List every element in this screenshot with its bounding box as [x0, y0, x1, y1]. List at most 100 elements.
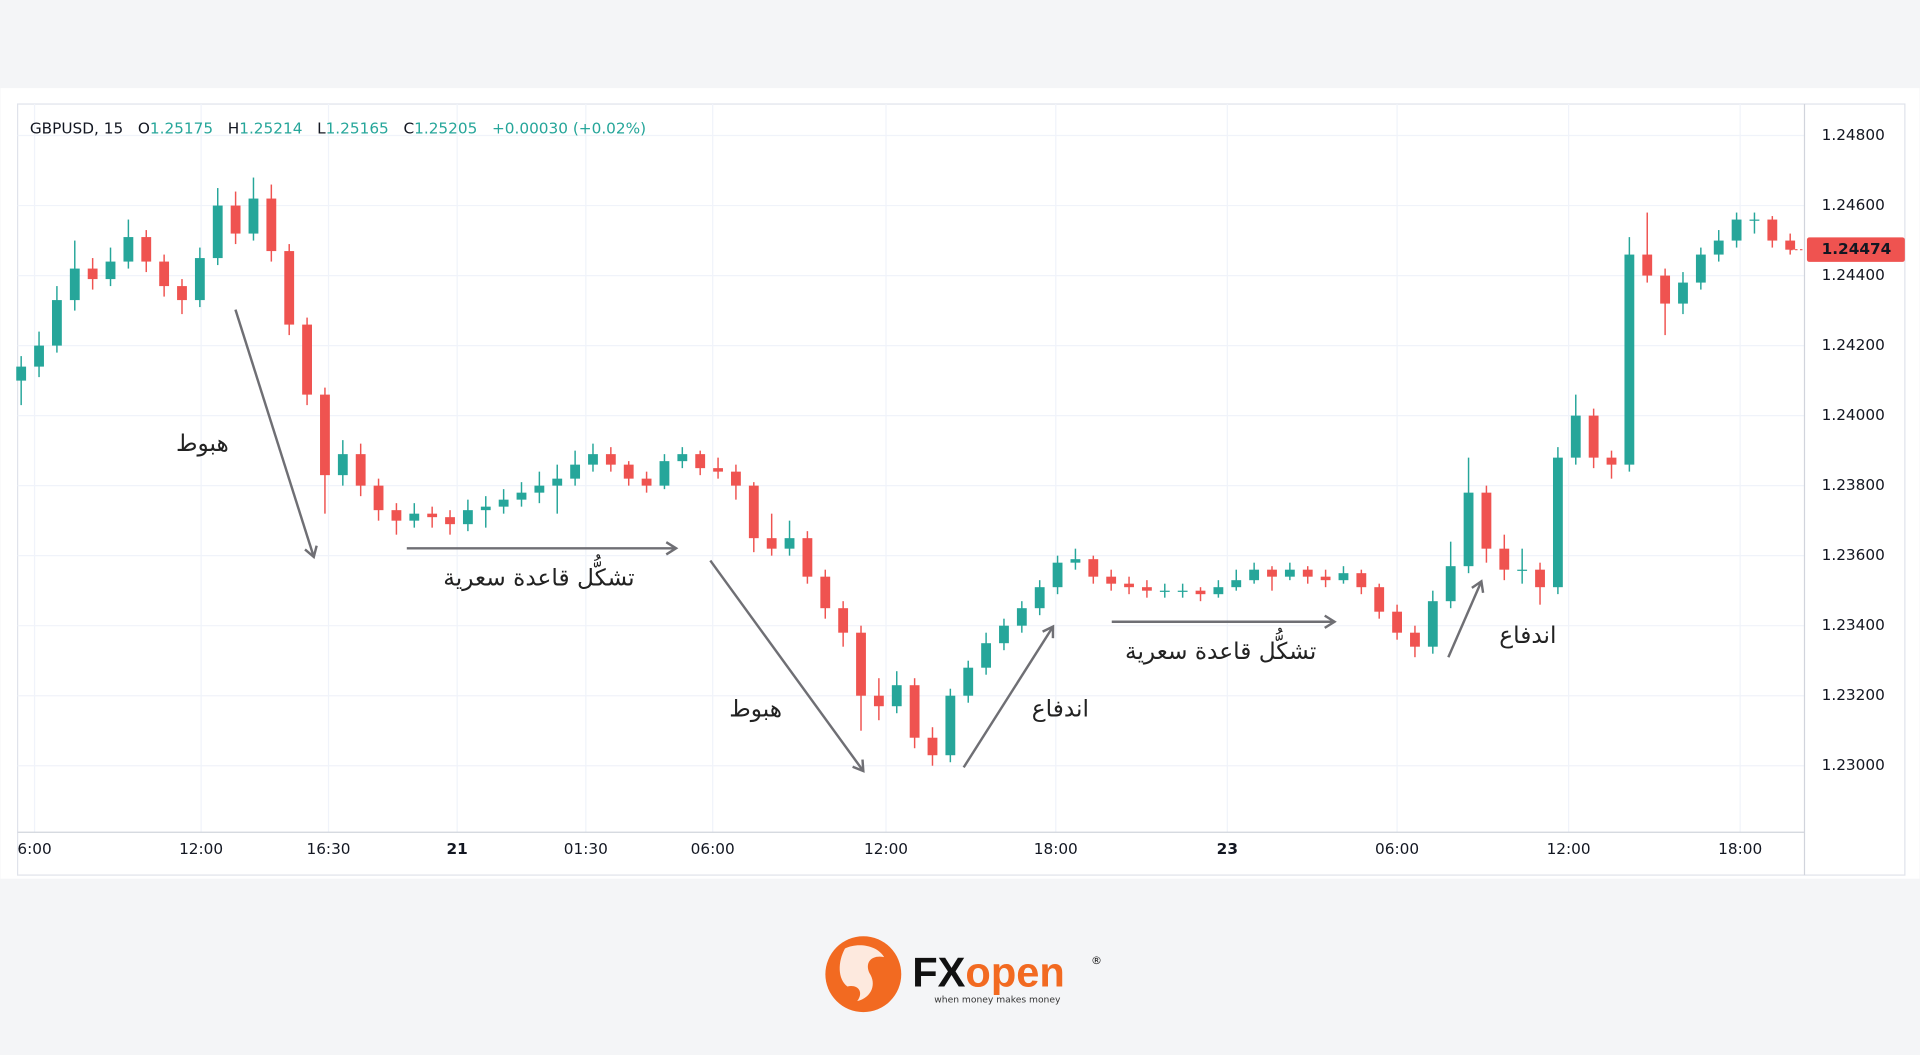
candle-body: [1642, 254, 1653, 276]
x-tick-label: 23: [1217, 840, 1238, 858]
legend-key: L: [317, 119, 326, 137]
candle-body: [1570, 415, 1581, 458]
candle-body: [1302, 569, 1313, 577]
candle-body: [87, 268, 98, 280]
candles: [16, 177, 1805, 766]
candle-body: [141, 237, 152, 262]
candle-body: [516, 492, 527, 500]
candle-body: [1016, 608, 1027, 626]
candle-body: [1445, 566, 1456, 602]
candle-body: [34, 345, 44, 367]
candle-body: [963, 667, 974, 696]
candle-body: [838, 608, 849, 633]
candle-body: [534, 485, 545, 493]
y-tick-label: 1.23400: [1822, 616, 1885, 634]
legend-key: O: [138, 119, 150, 137]
annotation: اندفاع: [1032, 695, 1089, 722]
logo-text: FXopen: [912, 948, 1065, 995]
candle-body: [784, 538, 795, 549]
logo-registered: ®: [1091, 954, 1102, 967]
candle-body: [695, 454, 706, 469]
candle-body: [713, 468, 723, 472]
grid: [17, 104, 1805, 833]
candle-body: [105, 261, 116, 280]
candle-body: [212, 205, 223, 259]
y-tick-label: 1.23200: [1822, 686, 1885, 704]
candle-body: [1320, 576, 1331, 581]
candle-body: [748, 485, 759, 539]
candle-body: [1284, 569, 1295, 577]
logo-prefix: FX: [912, 948, 965, 995]
candle-body: [1463, 492, 1474, 567]
candle-body: [266, 198, 277, 252]
candle-body: [1159, 590, 1170, 592]
x-tick-label: 16:30: [306, 840, 350, 858]
candle-body: [766, 538, 777, 549]
candle-body: [981, 643, 992, 668]
candle-body: [552, 478, 563, 486]
legend-key: H: [228, 119, 240, 137]
candle-body: [891, 685, 902, 707]
candle-body: [284, 251, 295, 325]
candle-body: [1517, 569, 1528, 571]
legend: GBPUSD, 15 O1.25175 H1.25214 L1.25165 C1…: [30, 119, 646, 137]
y-tick-label: 1.23800: [1822, 476, 1885, 494]
candle-body: [641, 478, 652, 486]
candle-body: [1678, 282, 1688, 304]
candle-body: [659, 461, 670, 486]
candle-body: [588, 454, 598, 465]
candle-body: [445, 517, 455, 525]
candle-body: [873, 695, 884, 707]
candle-body: [1213, 587, 1224, 595]
candle-body: [1392, 611, 1402, 633]
candle-body: [1374, 587, 1385, 612]
logo-suffix: open: [965, 948, 1064, 995]
candle-body: [677, 454, 688, 462]
candle-body: [1177, 590, 1188, 592]
candle-body: [194, 258, 205, 301]
candle-body: [1356, 573, 1367, 588]
candle-body: [1481, 492, 1492, 549]
candle-body: [373, 485, 384, 511]
logo: FXopen ® when money makes money: [825, 936, 1102, 1013]
arrow: [1447, 579, 1485, 658]
candle-body: [480, 506, 491, 511]
candle-body: [1052, 562, 1063, 588]
candle-body: [1499, 548, 1510, 570]
symbol: GBPUSD, 15: [30, 119, 123, 137]
candle-body: [1195, 590, 1206, 595]
candle-body: [1767, 219, 1778, 241]
candle-body: [1535, 569, 1545, 588]
candle-body: [1731, 219, 1742, 241]
candle-body: [1695, 254, 1706, 283]
y-tick-label: 1.24600: [1822, 196, 1885, 214]
candle-body: [427, 513, 438, 518]
candle-body: [570, 464, 581, 479]
arrow: [962, 624, 1055, 769]
candle-body: [1588, 415, 1599, 458]
candle-body: [320, 394, 330, 476]
y-tick-label: 1.24400: [1822, 266, 1885, 284]
annotation: اندفاع: [1499, 622, 1556, 649]
candle-body: [69, 268, 80, 301]
candle-body: [409, 513, 420, 521]
candle-body: [1410, 632, 1420, 647]
candle-body: [1141, 587, 1152, 591]
candle-body: [1552, 457, 1563, 588]
candle-body: [337, 454, 348, 476]
annotation-arrows: [234, 309, 1485, 773]
candle-body: [999, 625, 1009, 644]
candle-body: [1427, 601, 1438, 647]
annotation: هبوط: [729, 695, 782, 722]
last-price-label: 1.24474: [1822, 240, 1892, 258]
candle-body: [355, 454, 366, 486]
logo-mark: [839, 945, 885, 1002]
candle-body: [1785, 240, 1796, 250]
legend-value: 1.25214: [239, 119, 302, 137]
candle-body: [177, 286, 187, 301]
x-tick-label: 06:00: [1375, 840, 1419, 858]
candle-body: [605, 454, 616, 465]
candle-body: [159, 261, 170, 287]
candle-body: [1231, 580, 1242, 588]
